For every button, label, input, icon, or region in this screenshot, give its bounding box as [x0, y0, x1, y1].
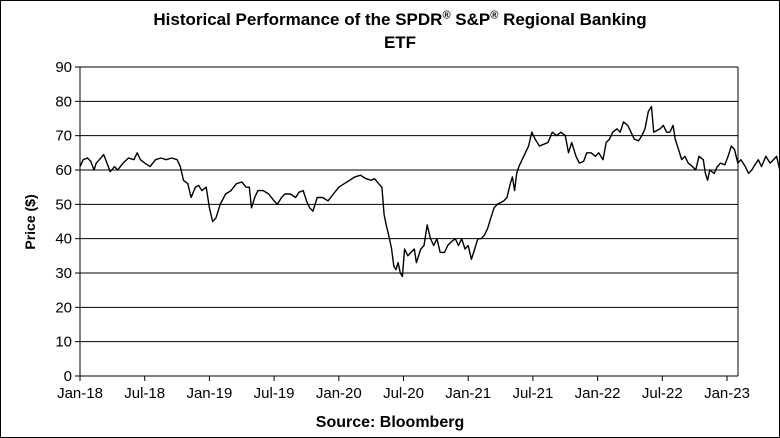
registered-mark-2: ® — [490, 9, 499, 22]
registered-mark-1: ® — [442, 9, 451, 22]
y-tick-label-60: 60 — [55, 162, 72, 179]
x-tick-label-Jul-19: Jul-19 — [254, 385, 295, 402]
y-tick-label-80: 80 — [55, 93, 72, 110]
title-part-1: Historical Performance of the SPDR — [153, 10, 443, 29]
y-tick-label-40: 40 — [55, 231, 72, 248]
x-tick-label-Jan-22: Jan-22 — [575, 385, 621, 402]
x-tick-label-Jan-18: Jan-18 — [57, 385, 103, 402]
series-line-regional-banking-etf — [79, 105, 780, 278]
x-tick-label-Jul-22: Jul-22 — [642, 385, 683, 402]
y-tick-label-10: 10 — [55, 334, 72, 351]
y-tick-label-90: 90 — [55, 59, 72, 76]
x-tick-label-Jan-21: Jan-21 — [445, 385, 491, 402]
x-tick-label-Jul-21: Jul-21 — [512, 385, 553, 402]
title-part-2: S&P — [450, 10, 491, 29]
x-tick-label-Jul-18: Jul-18 — [124, 385, 165, 402]
y-tick-label-70: 70 — [55, 128, 72, 145]
y-tick-label-0: 0 — [64, 368, 72, 385]
y-tick-label-30: 30 — [55, 265, 72, 282]
chart-title: Historical Performance of the SPDR® S&P®… — [60, 8, 740, 54]
title-part-4: ETF — [383, 33, 417, 52]
gridlines — [79, 66, 739, 377]
source-label: Source: Bloomberg — [315, 414, 465, 431]
y-tick-label-20: 20 — [55, 299, 72, 316]
x-tick-label-Jan-19: Jan-19 — [186, 385, 232, 402]
y-axis: 0 10 20 30 40 50 60 70 80 90 — [55, 59, 80, 385]
y-tick-label-50: 50 — [55, 196, 72, 213]
title-part-3: Regional Banking — [498, 10, 647, 29]
x-axis: Jan-18 Jul-18 Jan-19 Jul-19 Jan-20 Jul-20 Jan-… — [57, 376, 750, 402]
x-tick-label-Jan-20: Jan-20 — [316, 385, 362, 402]
x-tick-label-Jul-20: Jul-20 — [383, 385, 424, 402]
x-tick-label-Jan-23: Jan-23 — [704, 385, 750, 402]
